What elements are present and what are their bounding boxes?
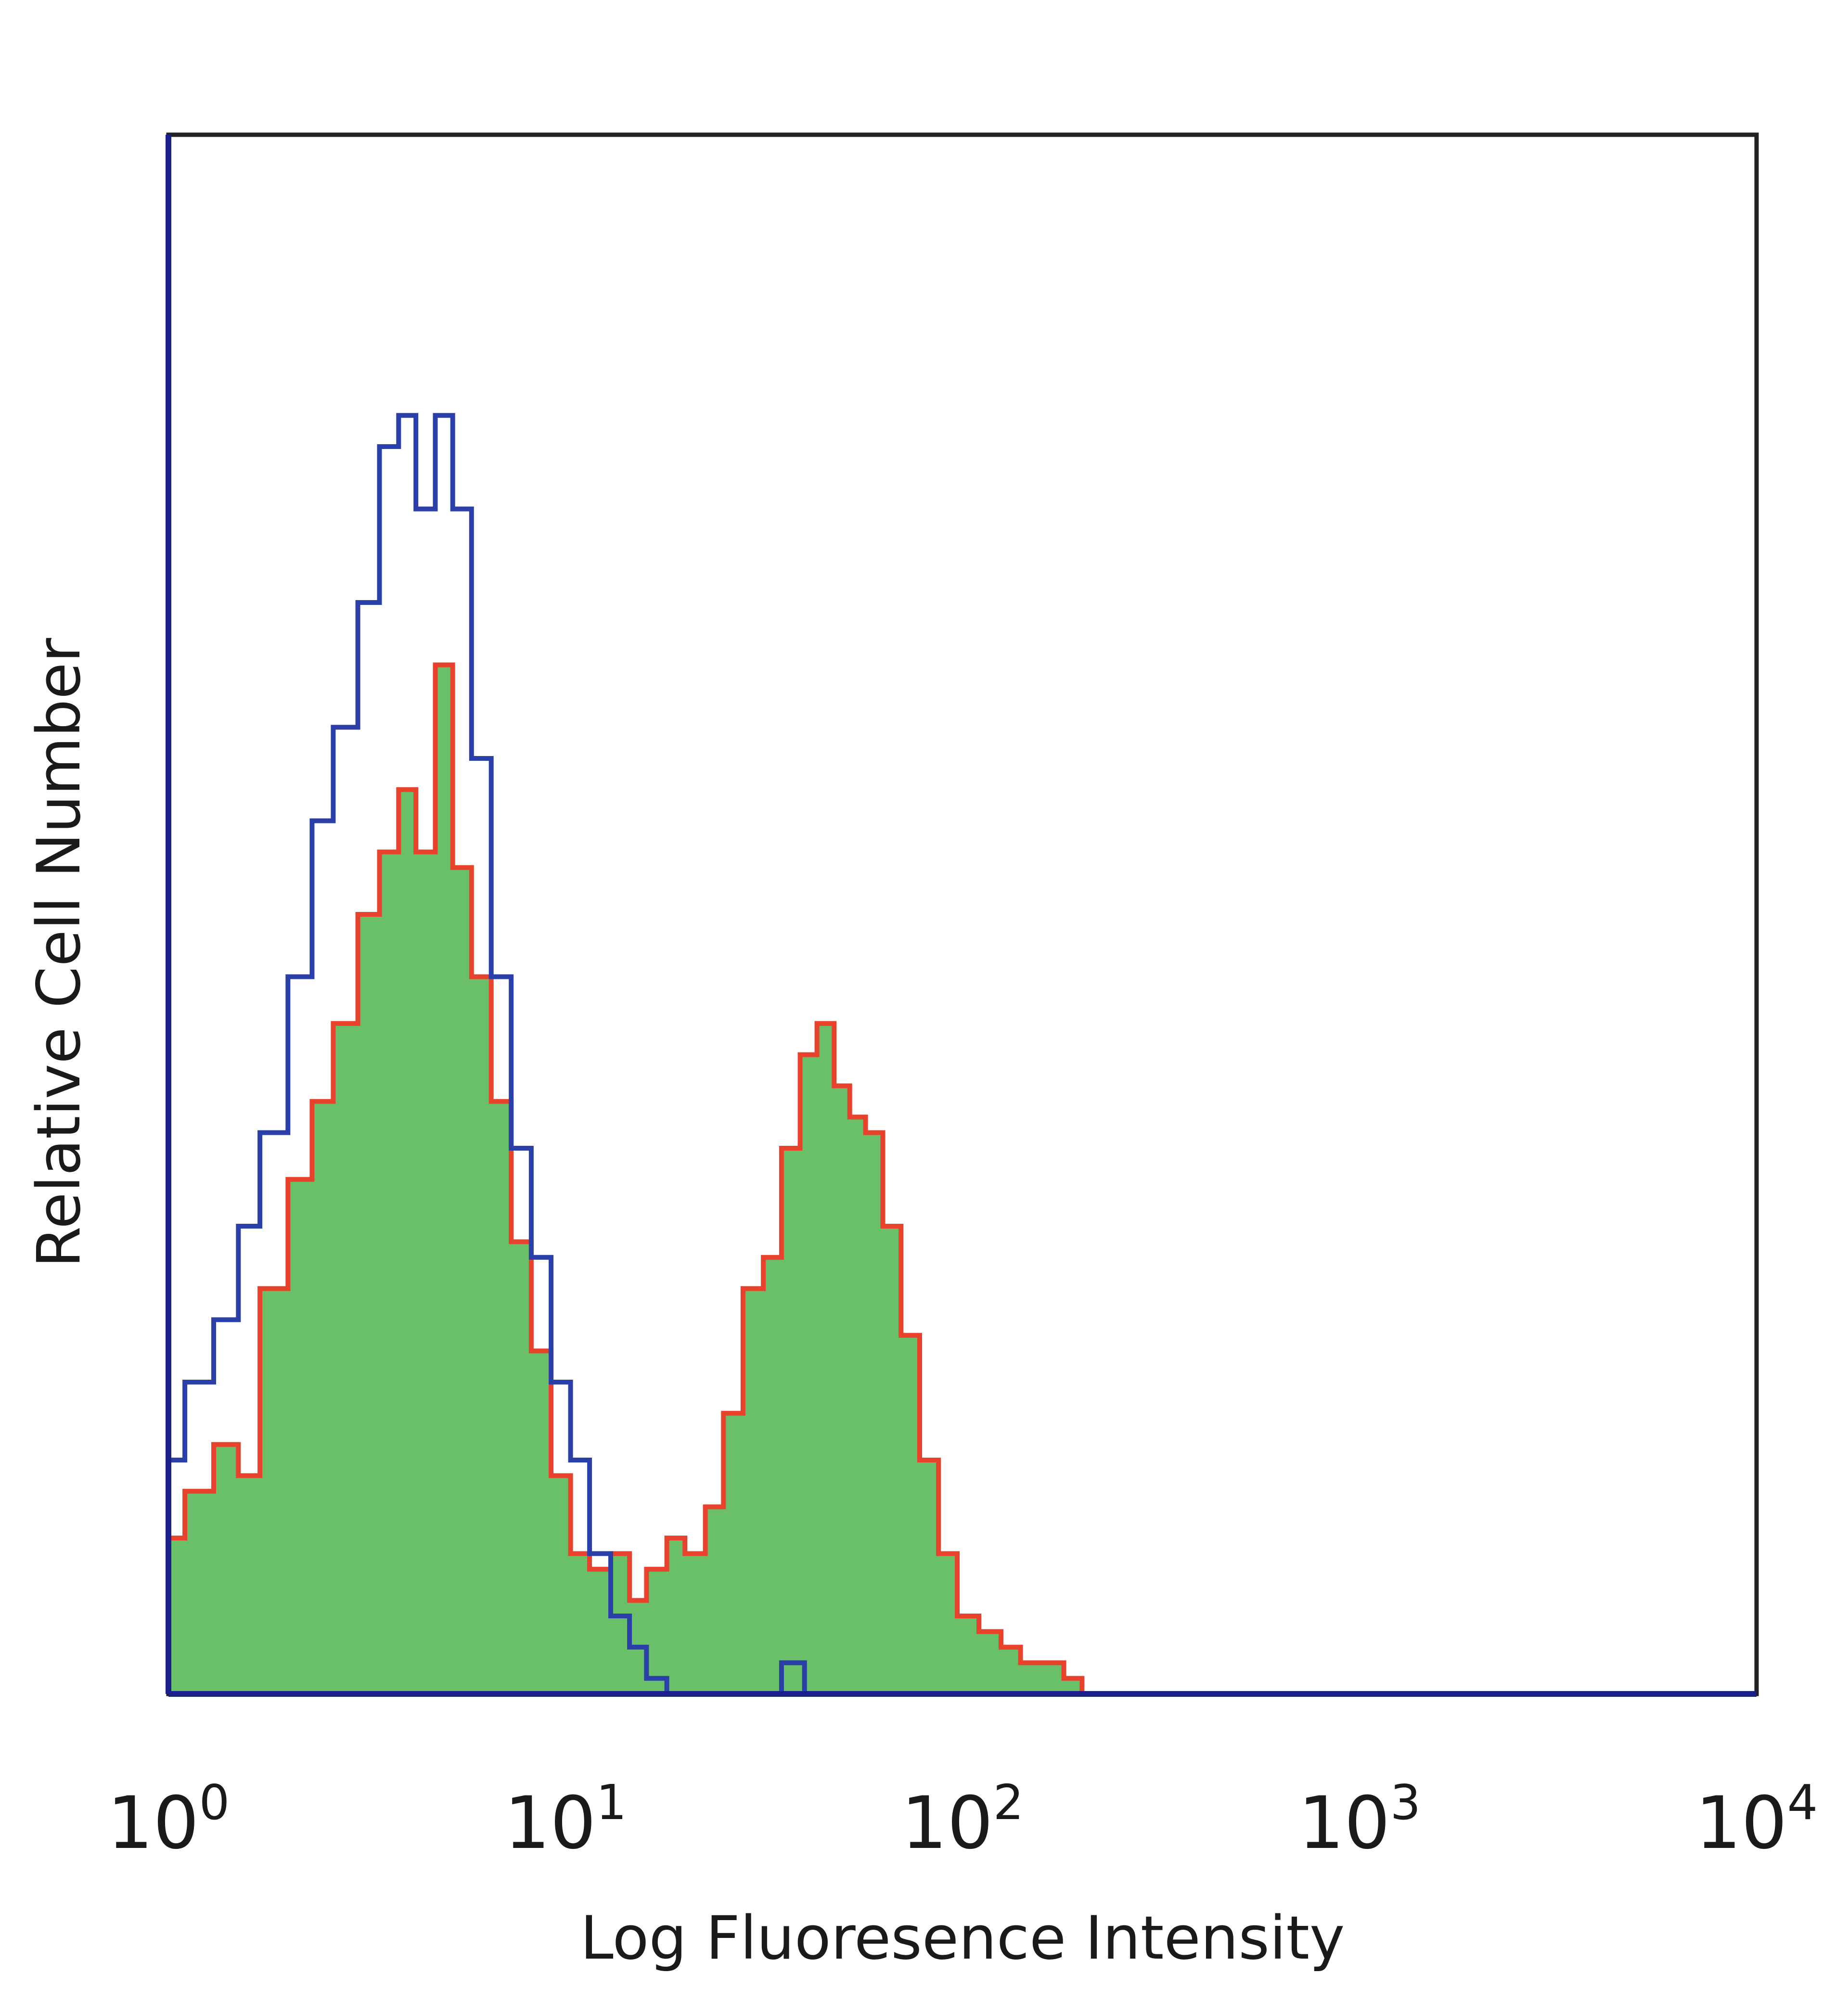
- x-tick-exponent: 1: [596, 1774, 627, 1831]
- x-tick-label: 101: [504, 1774, 627, 1865]
- x-tick-base: 10: [1298, 1782, 1390, 1865]
- x-tick-exponent: 0: [199, 1774, 230, 1831]
- series-stained-line: [168, 662, 1085, 1694]
- x-tick-exponent: 3: [1390, 1774, 1421, 1831]
- x-tick-label: 103: [1298, 1774, 1421, 1865]
- x-tick-exponent: 2: [993, 1774, 1024, 1831]
- x-tick-layer: 100 101 102 103 104: [107, 1774, 1818, 1865]
- x-tick-label: 102: [901, 1774, 1024, 1865]
- x-tick-label: 104: [1695, 1774, 1818, 1865]
- x-tick-base: 10: [1695, 1782, 1787, 1865]
- x-axis-label: Log Fluoresence Intensity: [580, 1904, 1345, 1973]
- x-tick-exponent: 4: [1787, 1774, 1818, 1831]
- y-axis-label: Relative Cell Number: [25, 638, 94, 1268]
- series-layer: [168, 413, 1085, 1696]
- x-tick-base: 10: [504, 1782, 596, 1865]
- series-stained-fill: [168, 665, 1082, 1694]
- x-tick-base: 10: [901, 1782, 993, 1865]
- x-tick-base: 10: [107, 1782, 199, 1865]
- series-control-line: [168, 413, 807, 1696]
- x-tick-label: 100: [107, 1774, 230, 1865]
